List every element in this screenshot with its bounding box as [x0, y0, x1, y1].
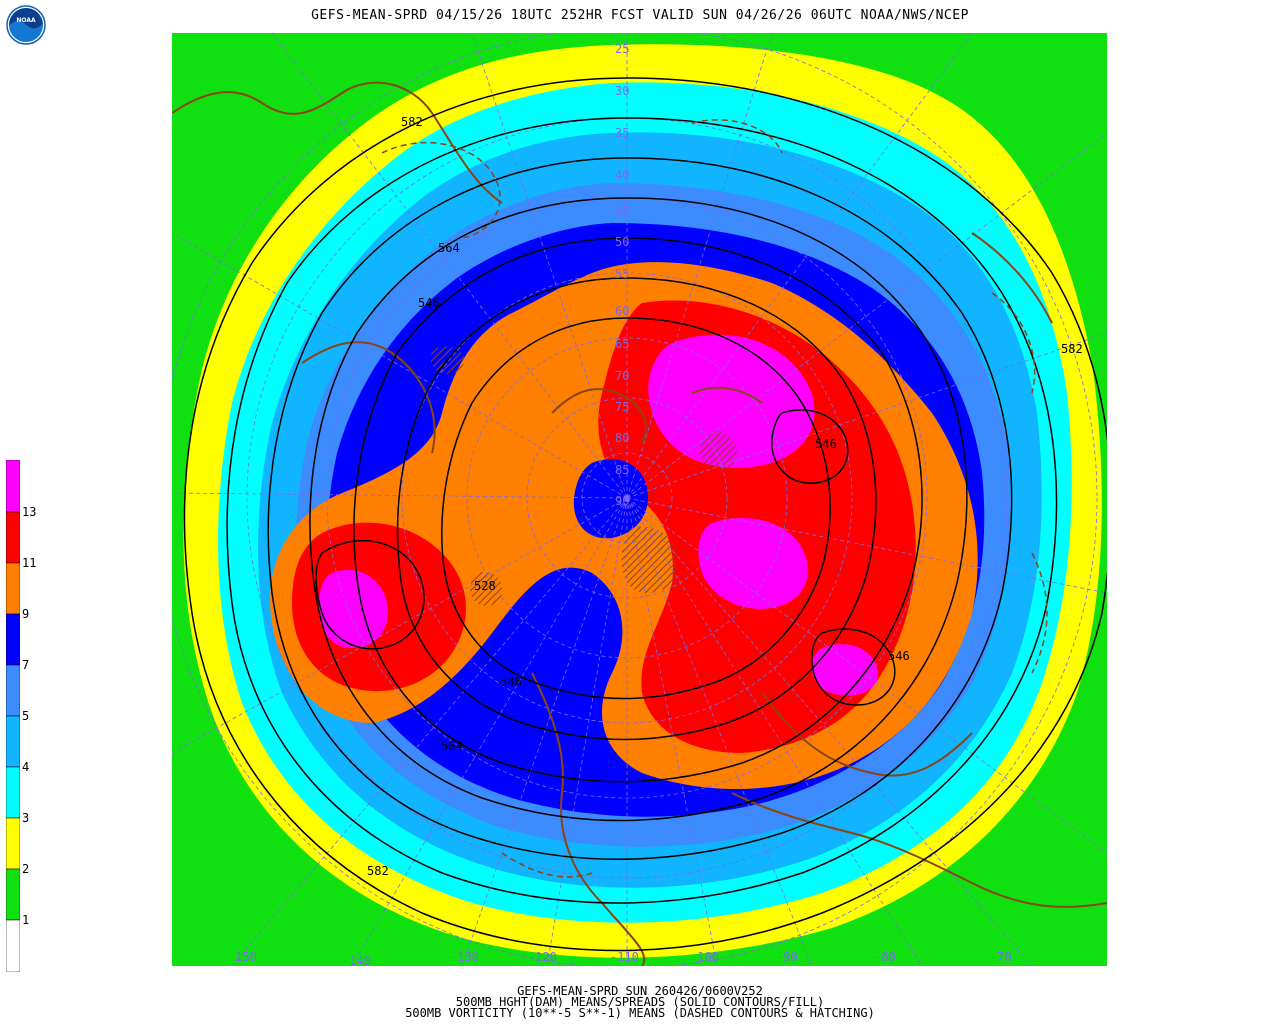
spread-colorbar	[6, 460, 20, 972]
lon-label: -70	[990, 950, 1012, 964]
colorbar-label: 5	[22, 709, 30, 723]
footer-line-2: 500MB HGHT(DAM) MEANS/SPREADS (SOLID CON…	[455, 995, 825, 1009]
colorbar-swatch	[6, 460, 20, 513]
contour-label: 546	[418, 296, 440, 310]
lon-label: -110	[610, 950, 639, 964]
contour-label: 546	[888, 649, 910, 663]
colorbar-label: 1	[22, 913, 30, 927]
colorbar-swatch	[6, 664, 20, 717]
contour-label: 528	[474, 579, 496, 593]
lon-label: -80	[874, 950, 896, 964]
lat-label: 30	[615, 84, 629, 98]
vorticity-hatch-1	[621, 526, 678, 593]
colorbar-swatch	[6, 715, 20, 768]
lat-label: 80	[615, 431, 629, 445]
noaa-logo: NOAA	[6, 5, 46, 45]
colorbar-label: 11	[22, 556, 37, 570]
colorbar-swatch	[6, 511, 20, 564]
colorbar-label: 4	[22, 760, 30, 774]
lat-label: 45	[615, 204, 629, 218]
contour-label: 546	[815, 437, 837, 451]
footer-line-1: GEFS-MEAN-SPRD SUN 260426/0600V252	[517, 984, 763, 998]
colorbar-swatch	[6, 766, 20, 819]
height-contours	[183, 77, 1107, 952]
lat-label: 25	[615, 42, 629, 56]
contour-label: 546	[500, 675, 522, 689]
colorbar-swatch	[6, 817, 20, 870]
contour-label: 564	[441, 739, 463, 753]
lon-label: -120	[528, 950, 557, 964]
vorticity-contours	[381, 119, 1048, 878]
spread-fill-magenta-3	[318, 569, 388, 648]
lat-lon-grid	[172, 33, 1107, 966]
colorbar-label: 9	[22, 607, 30, 621]
colorbar-swatch	[6, 613, 20, 666]
lon-label: -140	[342, 954, 371, 966]
contour-label: 564	[438, 241, 460, 255]
spread-fill-magenta-4	[811, 644, 878, 696]
lon-label: -130	[450, 950, 479, 964]
colorbar-swatch	[6, 868, 20, 921]
footer-line-3: 500MB VORTICITY (10**-5 S**-1) MEANS (DA…	[405, 1006, 875, 1020]
contour-labels: 582 582 582 564 564 546 546 546 546 528	[367, 115, 1083, 878]
colorbar-swatch	[6, 919, 20, 972]
colorbar-swatch	[6, 562, 20, 615]
lat-label: 40	[615, 168, 629, 182]
lat-label: 55	[615, 267, 629, 281]
lat-label: 85	[615, 463, 629, 477]
map-title: GEFS-MEAN-SPRD 04/15/26 18UTC 252HR FCST…	[311, 8, 969, 23]
colorbar-label: 7	[22, 658, 30, 672]
spread-fill-center-blue	[573, 459, 648, 539]
lon-label: -90	[776, 950, 798, 964]
map-footer: GEFS-MEAN-SPRD SUN 260426/0600V252 500MB…	[0, 984, 1280, 1020]
svg-text:NOAA: NOAA	[16, 17, 36, 24]
lat-label: 75	[615, 400, 629, 414]
colorbar-label: 3	[22, 811, 30, 825]
contour-label: 582	[367, 864, 389, 878]
vorticity-hatch-2	[699, 431, 737, 470]
spread-fill-magenta-2	[698, 517, 808, 609]
lon-label: -150	[228, 950, 257, 964]
colorbar-label: 13	[22, 505, 37, 519]
latitude-labels: 25 30 35 40 45 50 55 60 65 70 75 80 85 9…	[615, 42, 629, 508]
lon-label: -100	[690, 950, 719, 964]
contour-label: 582	[1061, 342, 1083, 356]
contour-label: 582	[401, 115, 423, 129]
lat-label: 60	[615, 304, 629, 318]
lat-label: 90	[615, 494, 629, 508]
lat-label: 50	[615, 235, 629, 249]
lat-label: 65	[615, 337, 629, 351]
colorbar-label: 2	[22, 862, 30, 876]
vorticity-hatch-3	[470, 571, 503, 606]
lat-label: 35	[615, 126, 629, 140]
hemispheric-map: 25 30 35 40 45 50 55 60 65 70 75 80 85 9…	[172, 33, 1107, 966]
longitude-labels: -150 -140 -130 -120 -110 -100 -90 -80 -7…	[228, 950, 1012, 966]
coastlines	[172, 81, 1107, 966]
lat-label: 70	[615, 369, 629, 383]
